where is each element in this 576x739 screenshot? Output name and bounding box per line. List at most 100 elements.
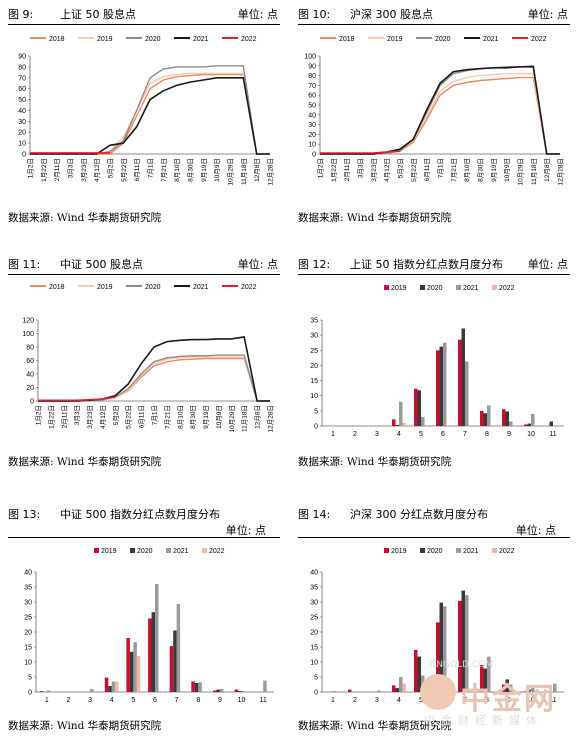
bar-2019-m6 xyxy=(436,350,440,426)
bar-2019-m8 xyxy=(480,410,484,426)
x-tick-label: 3月3日 xyxy=(73,405,81,425)
figure-source: 数据来源: Wind 华泰期货研究院 xyxy=(8,720,162,732)
y-tick-label: 35 xyxy=(310,318,318,325)
bar-2020-m6 xyxy=(151,612,155,692)
figure-number: 图 11: xyxy=(8,258,41,271)
bar-2022-m4 xyxy=(402,683,406,692)
bar-2020-m7 xyxy=(461,590,465,692)
series-line-2019 xyxy=(38,356,270,402)
bar-2021-m3 xyxy=(90,689,94,692)
x-tick-label: 3月3日 xyxy=(357,158,365,178)
series-line-2018 xyxy=(30,73,270,155)
panel-header: 图 12: 上证 50 指数分红点数月度分布 单位: 点 xyxy=(298,254,570,275)
x-tick-label: 6 xyxy=(153,697,157,704)
bar-2019-m6 xyxy=(436,622,440,692)
x-tick-label: 12月8日 xyxy=(543,158,551,182)
y-tick-label: 25 xyxy=(24,615,32,622)
y-tick-label: 60 xyxy=(308,93,316,100)
figure-title: 中证 500 指数分红点数月度分布 xyxy=(60,508,220,521)
bar-2021-m7 xyxy=(465,361,469,426)
x-tick-label: 7月21日 xyxy=(163,405,171,429)
x-tick-label: 6月11日 xyxy=(138,405,146,428)
y-tick-label: 20 xyxy=(310,363,318,370)
y-tick-label: 100 xyxy=(22,331,34,338)
x-tick-label: 5 xyxy=(419,697,423,704)
x-tick-label: 7月1日 xyxy=(147,158,155,178)
bar-2021-m11 xyxy=(553,683,557,692)
x-tick-label: 1 xyxy=(331,697,335,704)
bar-2021-m4 xyxy=(399,401,403,426)
legend-label: 2022 xyxy=(209,548,225,555)
y-tick-label: 50 xyxy=(18,97,26,104)
figure-source: 数据来源: Wind 华泰期货研究院 xyxy=(8,456,162,468)
panel-fig14: 图 14: 沪深 300 分红点数月度分布 单位: 点 2019 2020 2021… xyxy=(298,504,570,736)
bar-2020-m6 xyxy=(439,602,443,692)
bar-2019-m1 xyxy=(39,691,44,692)
legend-swatch xyxy=(492,548,497,553)
panel-fig11: 图 11: 中证 500 股息点 单位: 点 2018 2019 2020 2021 2… xyxy=(8,254,280,474)
y-tick-label: 30 xyxy=(310,333,318,340)
x-tick-label: 4 xyxy=(110,697,114,704)
legend-label: 2019 xyxy=(97,284,113,291)
bar-2020-m8 xyxy=(483,413,487,426)
x-tick-label: 11 xyxy=(549,431,556,438)
bar-2021-m1 xyxy=(333,691,337,692)
figure-title: 上证 50 指数分红点数月度分布 xyxy=(350,258,503,271)
y-tick-label: 90 xyxy=(308,63,316,70)
bar-2020-m5 xyxy=(417,656,421,692)
x-tick-label: 3月23日 xyxy=(86,405,94,429)
x-tick-label: 5月22日 xyxy=(120,158,128,182)
panel-header: 图 13: 中证 500 指数分红点数月度分布 xyxy=(8,504,280,524)
figure-source: 数据来源: Wind 华泰期货研究院 xyxy=(8,212,162,224)
x-tick-label: 2月11日 xyxy=(60,405,68,428)
bar-2021-m8 xyxy=(487,656,491,692)
legend-swatch xyxy=(456,285,461,290)
x-tick-label: 9月19日 xyxy=(490,158,498,182)
bar-2020-m4 xyxy=(395,688,399,692)
watermark-logo: 中金网 xyxy=(460,682,556,717)
legend-label: 2018 xyxy=(339,36,355,43)
panel-header: 图 10: 沪深 300 股息点 单位: 点 xyxy=(298,4,570,25)
x-tick-label: 4月12日 xyxy=(383,158,391,182)
legend-label: 2018 xyxy=(49,284,65,291)
panel-header: 图 14: 沪深 300 分红点数月度分布 xyxy=(298,504,570,524)
bar-2021-m8 xyxy=(487,405,491,426)
y-tick-label: 50 xyxy=(308,103,316,110)
bar-2019-m7 xyxy=(458,600,462,692)
x-tick-label: 7月1日 xyxy=(437,158,445,178)
x-tick-label: 6月11日 xyxy=(133,158,141,181)
figure-number: 图 12: xyxy=(298,258,331,271)
y-tick-label: 40 xyxy=(18,108,26,115)
x-tick-label: 2 xyxy=(353,431,357,438)
x-tick-label: 10月29日 xyxy=(227,158,235,185)
bar-2020-m7 xyxy=(461,328,465,426)
y-tick-label: 70 xyxy=(308,83,316,90)
x-tick-label: 3 xyxy=(88,697,92,704)
x-tick-label: 10月9日 xyxy=(213,158,221,182)
figure-unit: 单位: 点 xyxy=(237,8,278,21)
figure-unit: 单位: 点 xyxy=(515,524,556,537)
x-tick-label: 8 xyxy=(485,697,489,704)
watermark: CNGOLD.COM 中金网 中金财经新媒体 xyxy=(420,660,570,730)
bar-2021-m4 xyxy=(111,681,116,692)
x-tick-label: 11月18日 xyxy=(241,405,249,432)
x-tick-label: 12月8日 xyxy=(253,158,261,182)
panel-fig9: 图 9: 上证 50 股息点 单位: 点 2018 2019 2020 2021 202… xyxy=(8,4,280,234)
legend-label: 2020 xyxy=(435,36,451,43)
figure-number: 图 14: xyxy=(298,508,331,521)
x-tick-label: 9 xyxy=(218,697,222,704)
legend-label: 2022 xyxy=(499,285,515,292)
y-tick-label: 0 xyxy=(312,152,316,159)
legend-label: 2020 xyxy=(137,548,153,555)
y-tick-label: 20 xyxy=(24,630,32,637)
x-tick-label: 6月11日 xyxy=(423,158,431,181)
bar-2021-m9 xyxy=(219,689,224,692)
y-tick-label: 20 xyxy=(26,385,34,392)
y-tick-label: 25 xyxy=(310,615,318,622)
series-line-2021 xyxy=(30,77,270,155)
y-tick-label: 15 xyxy=(24,645,32,652)
y-tick-label: 70 xyxy=(18,75,26,82)
y-tick-label: 0 xyxy=(314,690,318,697)
bar-2021-m1 xyxy=(46,690,51,692)
x-tick-label: 10 xyxy=(527,697,535,704)
